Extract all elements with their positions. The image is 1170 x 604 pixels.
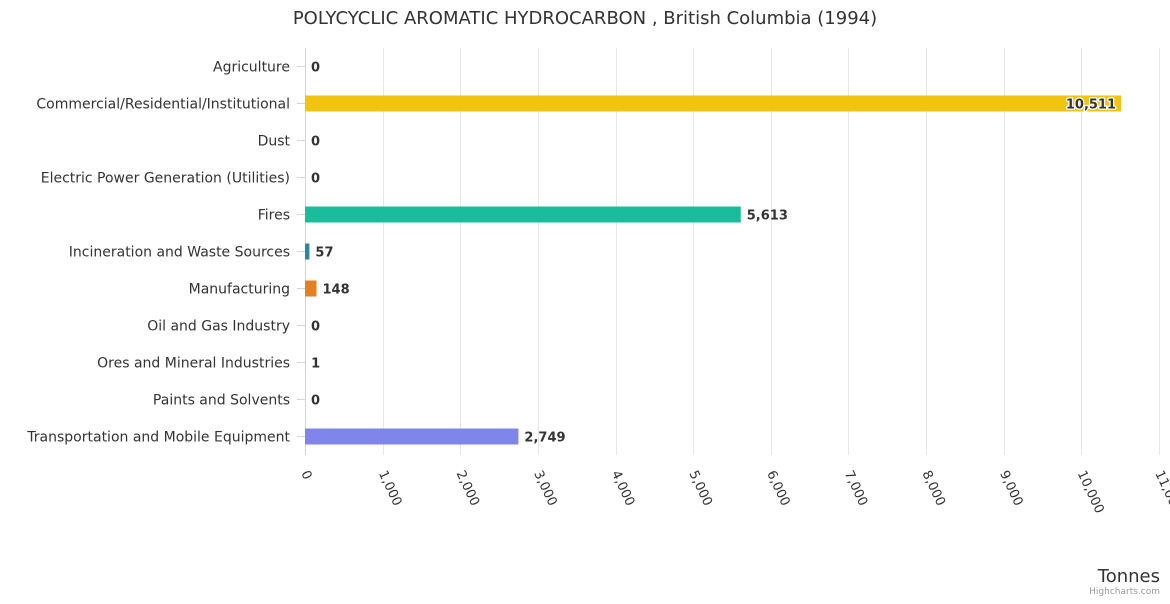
x-axis-tick-labels: 0 1,000 2,000 3,000 4,000 5,000 6,000 7,000 8,00…: [297, 468, 1170, 516]
data-label: 10,511: [1066, 98, 1116, 113]
x-tick-label: 9,000: [996, 468, 1025, 508]
category-label: Transportation and Mobile Equipment: [26, 430, 290, 446]
category-label: Fires: [258, 208, 290, 224]
category-label: Ores and Mineral Industries: [97, 356, 290, 372]
x-tick-label: 0: [297, 468, 314, 482]
category-label: Paints and Solvents: [153, 393, 290, 409]
data-label: 1: [311, 357, 320, 372]
data-label: 0: [311, 172, 320, 187]
category-label: Incineration and Waste Sources: [69, 245, 290, 261]
data-label: 5,613: [747, 209, 788, 224]
data-labels: 0 10,511 0 0 5,613 57 148 0 1 0 2,749: [311, 61, 1116, 446]
credits-link[interactable]: Highcharts.com: [1089, 587, 1160, 597]
data-label: 0: [311, 61, 320, 76]
chart-title: POLYCYCLIC AROMATIC HYDROCARBON , Britis…: [293, 8, 877, 29]
x-tick-label: 2,000: [453, 468, 482, 508]
category-label: Electric Power Generation (Utilities): [41, 171, 290, 187]
x-tick-label: 5,000: [686, 468, 715, 508]
category-label: Dust: [258, 134, 291, 150]
x-tick-label: 3,000: [530, 468, 559, 508]
data-label: 0: [311, 394, 320, 409]
x-tick-label: 6,000: [763, 468, 792, 508]
category-labels: Agriculture Commercial/Residential/Instit…: [26, 60, 290, 446]
category-label: Oil and Gas Industry: [147, 319, 290, 335]
data-label: 2,749: [524, 431, 565, 446]
x-axis-title: Tonnes: [1097, 566, 1160, 587]
x-tick-label: 10,000: [1074, 468, 1107, 516]
bar[interactable]: [305, 281, 316, 297]
x-tick-label: 7,000: [841, 468, 870, 508]
bar[interactable]: [305, 96, 1121, 112]
category-label: Agriculture: [213, 60, 290, 76]
category-label: Manufacturing: [189, 282, 290, 298]
x-tick-label: 4,000: [608, 468, 637, 508]
bar[interactable]: [305, 244, 309, 260]
bars: [305, 96, 1121, 445]
category-label: Commercial/Residential/Institutional: [36, 97, 290, 113]
bar[interactable]: [305, 207, 741, 223]
data-label: 0: [311, 320, 320, 335]
bar[interactable]: [305, 429, 518, 445]
x-tick-label: 1,000: [375, 468, 404, 508]
data-label: 0: [311, 135, 320, 150]
data-label: 57: [315, 246, 333, 261]
x-tick-label: 8,000: [918, 468, 947, 508]
data-label: 148: [322, 283, 349, 298]
x-tick-label: 11,000: [1151, 468, 1170, 516]
